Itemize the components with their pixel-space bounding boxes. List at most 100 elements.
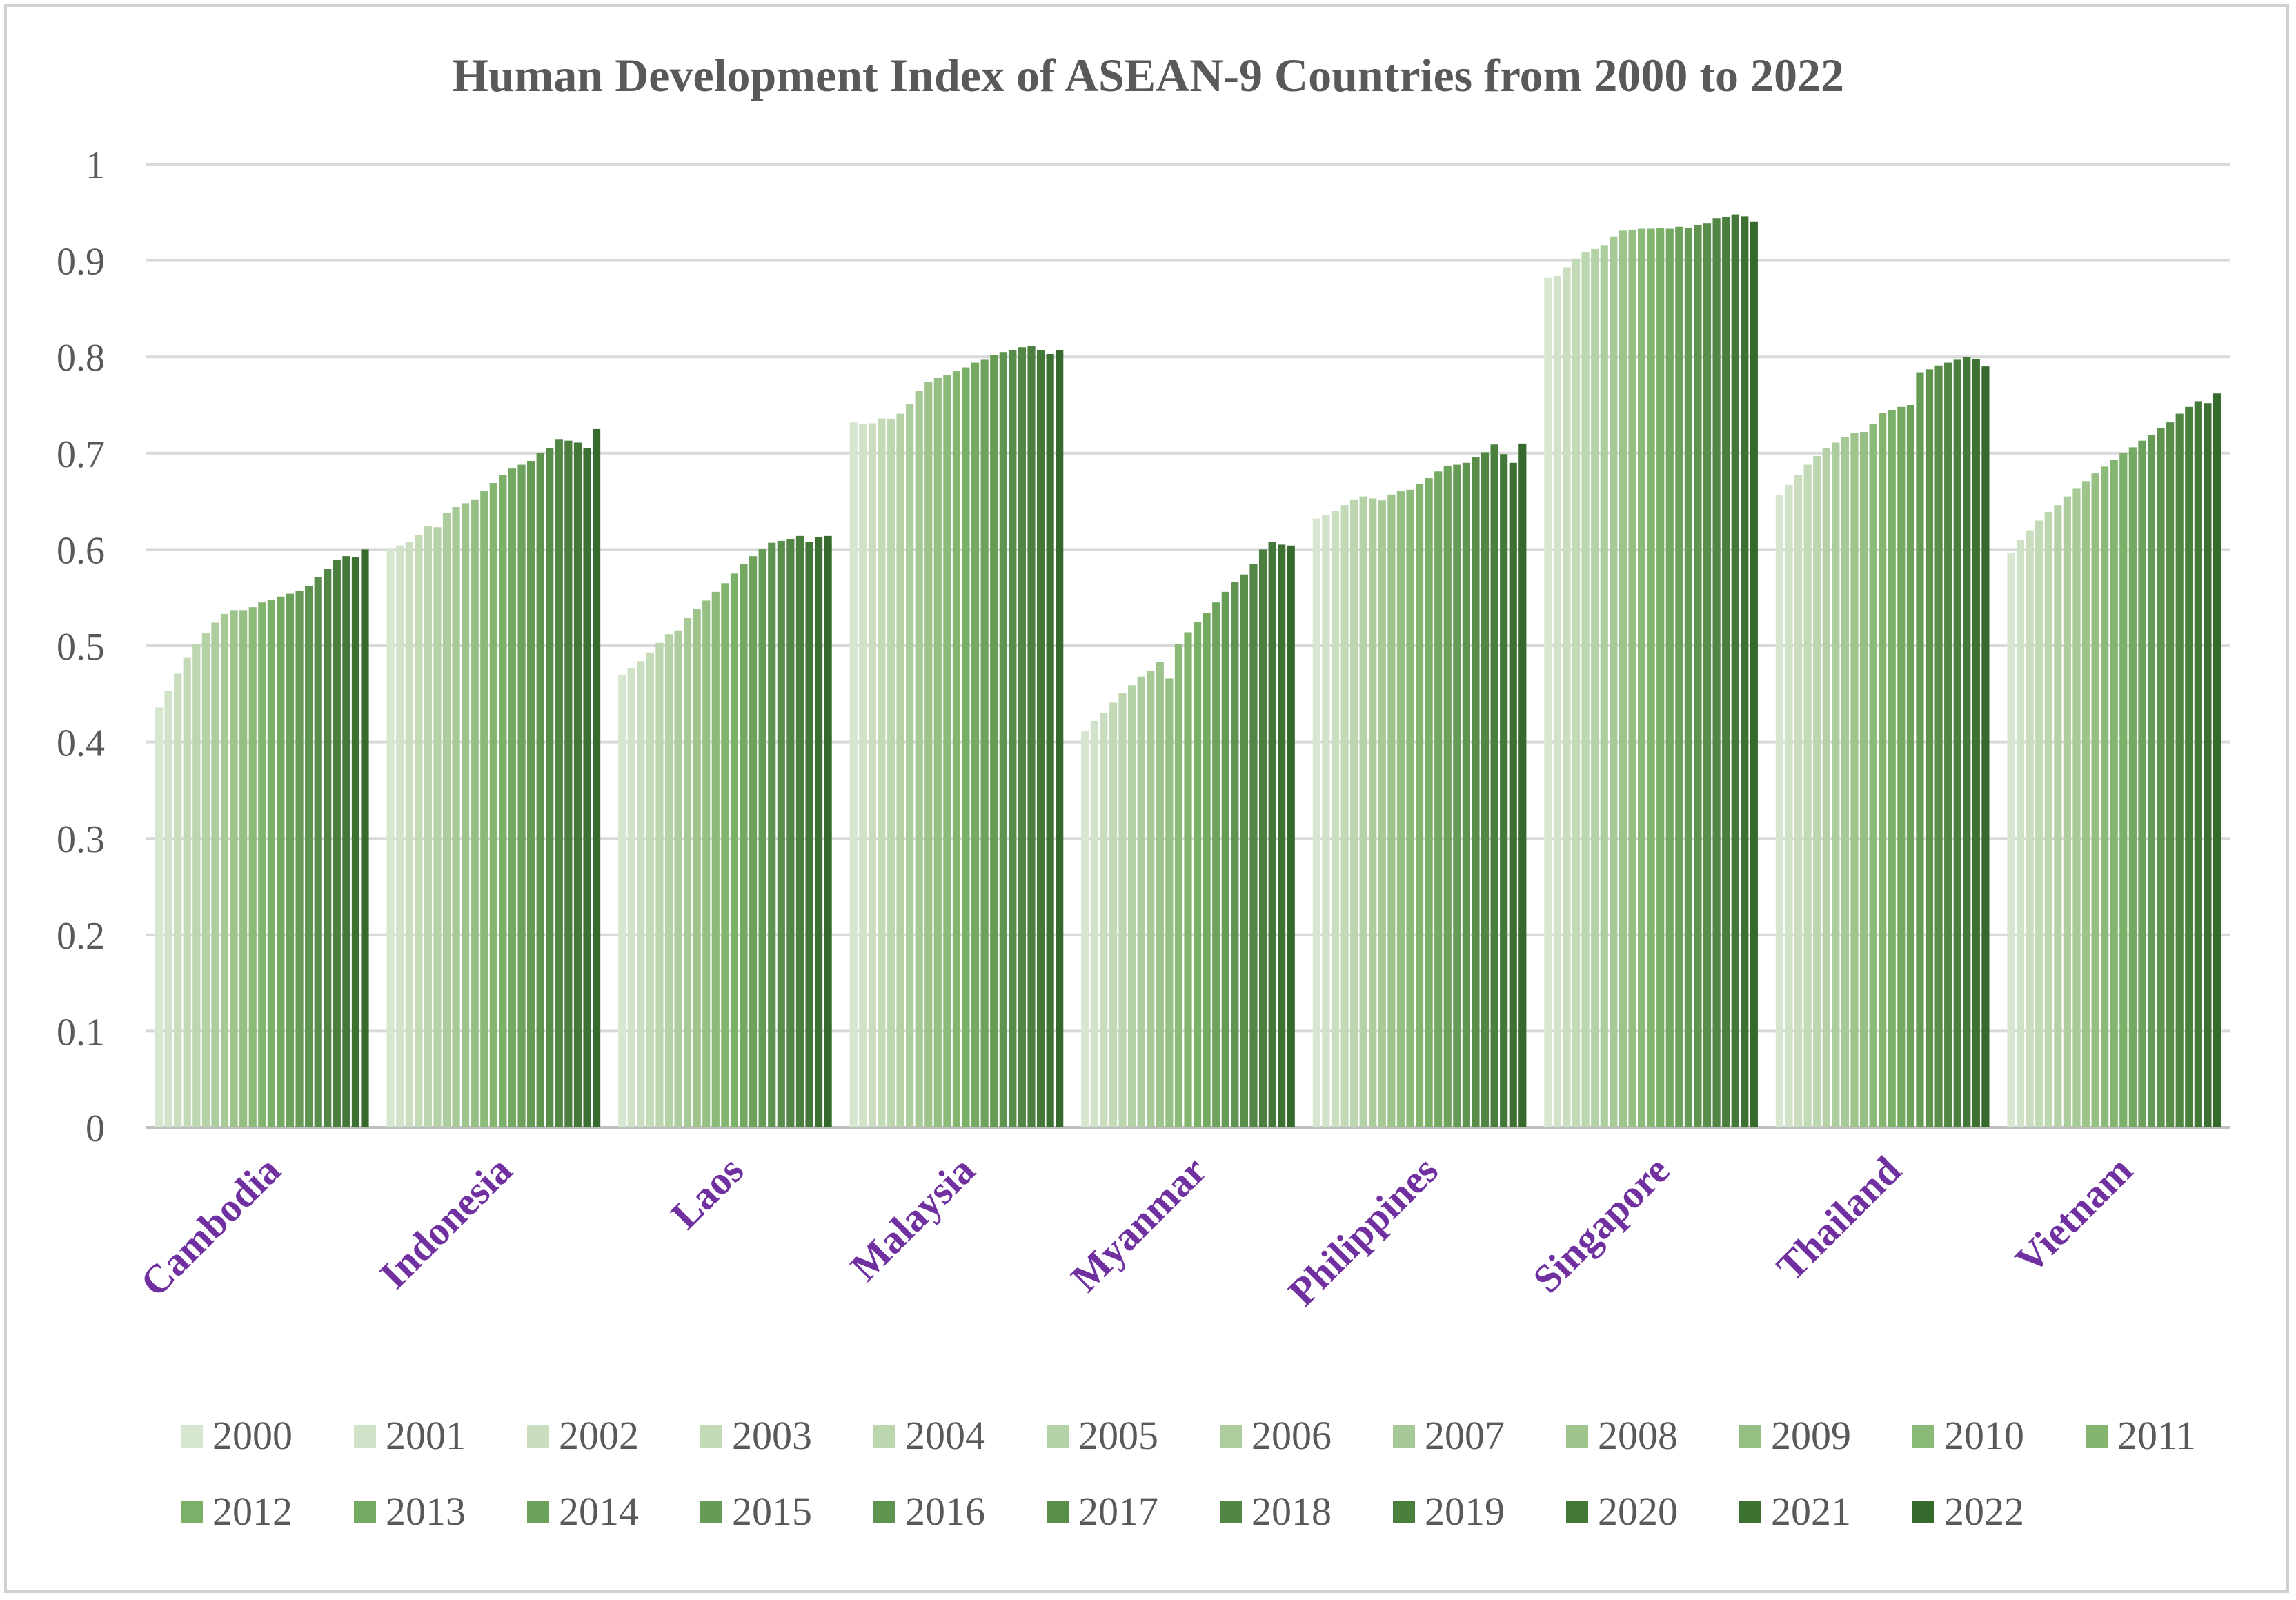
bar-philippines-2007: [1378, 500, 1386, 1127]
bar-thailand-2007: [1841, 437, 1849, 1127]
bar-cambodia-2003: [183, 657, 191, 1127]
bar-indonesia-2001: [396, 545, 404, 1127]
bar-indonesia-2018: [555, 439, 563, 1127]
bar-philippines-2001: [1322, 515, 1330, 1127]
bar-singapore-2000: [1544, 277, 1552, 1128]
bar-singapore-2009: [1628, 229, 1636, 1128]
legend-label-2003: 2003: [732, 1413, 812, 1458]
bar-myanmar-2013: [1203, 613, 1211, 1127]
bar-singapore-2015: [1684, 228, 1692, 1127]
legend-swatch-2006: [1220, 1425, 1242, 1448]
legend-label-2010: 2010: [1944, 1413, 2024, 1458]
bar-cambodia-2000: [155, 707, 164, 1127]
bar-myanmar-2002: [1100, 713, 1108, 1127]
y-tick-label: 0.1: [57, 1011, 105, 1054]
bar-laos-2003: [646, 652, 654, 1127]
bar-thailand-2011: [1879, 413, 1887, 1128]
bar-laos-2013: [740, 564, 748, 1127]
bar-cambodia-2001: [164, 691, 172, 1127]
bar-thailand-2010: [1869, 424, 1877, 1127]
bar-singapore-2019: [1722, 217, 1730, 1127]
x-tick-label-thailand: Thailand: [1768, 1147, 1910, 1290]
y-tick-label: 0.8: [57, 337, 105, 379]
bar-philippines-2022: [1518, 443, 1527, 1127]
bar-vietnam-2014: [2138, 440, 2146, 1127]
bar-singapore-2007: [1610, 236, 1618, 1128]
bar-philippines-2010: [1406, 489, 1414, 1127]
bar-laos-2020: [805, 542, 813, 1127]
bar-thailand-2006: [1832, 442, 1840, 1127]
legend-label-2013: 2013: [386, 1489, 466, 1534]
bar-malaysia-2005: [896, 413, 904, 1127]
bar-indonesia-2021: [583, 448, 591, 1127]
legend-label-2000: 2000: [212, 1413, 293, 1458]
bar-myanmar-2014: [1212, 602, 1220, 1127]
bar-myanmar-2010: [1174, 644, 1183, 1127]
bar-malaysia-2015: [990, 355, 998, 1128]
bar-laos-2019: [795, 535, 804, 1127]
legend-swatch-2007: [1393, 1425, 1415, 1448]
bar-cambodia-2020: [342, 556, 350, 1127]
bar-thailand-2015: [1916, 372, 1924, 1127]
bar-singapore-2021: [1741, 216, 1749, 1127]
bar-cambodia-2014: [286, 593, 295, 1127]
legend-swatch-2009: [1739, 1425, 1761, 1448]
bar-cambodia-2018: [324, 569, 332, 1127]
y-tick-label: 1: [86, 144, 105, 187]
bar-indonesia-2017: [546, 448, 554, 1127]
bar-cambodia-2004: [192, 644, 201, 1127]
legend-swatch-2013: [354, 1501, 376, 1523]
bar-philippines-2014: [1443, 465, 1452, 1127]
legend-swatch-2005: [1047, 1425, 1069, 1448]
legend-label-2006: 2006: [1251, 1413, 1332, 1458]
bar-singapore-2022: [1750, 221, 1758, 1127]
bar-vietnam-2004: [2044, 511, 2052, 1127]
legend-swatch-2002: [527, 1425, 549, 1448]
legend-label-2021: 2021: [1771, 1489, 1851, 1534]
legend-label-2001: 2001: [386, 1413, 466, 1458]
bar-laos-2000: [618, 674, 626, 1127]
bar-philippines-2003: [1340, 505, 1349, 1127]
bar-cambodia-2011: [258, 602, 266, 1127]
legend-swatch-2010: [1912, 1425, 1934, 1448]
bar-vietnam-2010: [2101, 466, 2109, 1127]
bar-laos-2008: [693, 609, 701, 1127]
bar-singapore-2006: [1600, 245, 1608, 1127]
bar-vietnam-2008: [2081, 481, 2090, 1127]
bar-indonesia-2016: [536, 453, 544, 1127]
bar-indonesia-2003: [415, 535, 423, 1127]
bar-thailand-2009: [1859, 432, 1868, 1127]
y-tick-label: 0.7: [57, 433, 105, 476]
y-axis-ticks: 0 0.1 0.2 0.3 0.4 0.5 0.6 0.7 0.8 0.9 1: [57, 144, 105, 1150]
bar-vietnam-2009: [2091, 473, 2099, 1127]
bar-philippines-2009: [1396, 491, 1405, 1127]
bar-philippines-2020: [1500, 454, 1508, 1127]
bar-indonesia-2019: [564, 440, 573, 1127]
bar-malaysia-2021: [1046, 354, 1054, 1127]
bar-philippines-2004: [1349, 499, 1358, 1127]
legend-label-2007: 2007: [1425, 1413, 1505, 1458]
chart-frame: [4, 4, 2289, 1593]
bar-indonesia-2010: [480, 491, 488, 1127]
bar-vietnam-2022: [2213, 393, 2221, 1127]
bar-thailand-2003: [1803, 464, 1812, 1127]
bar-vietnam-2003: [2035, 520, 2043, 1127]
bar-malaysia-2009: [933, 377, 942, 1128]
bar-philippines-2017: [1472, 457, 1480, 1127]
bar-malaysia-2007: [915, 391, 923, 1127]
bar-indonesia-2015: [527, 460, 535, 1127]
legend-swatch-2018: [1220, 1501, 1242, 1523]
bar-indonesia-2009: [471, 499, 479, 1127]
legend-swatch-2011: [2086, 1425, 2108, 1448]
x-tick-label-laos: Laos: [662, 1147, 752, 1237]
bar-cambodia-2007: [220, 613, 229, 1127]
bar-malaysia-2020: [1036, 350, 1045, 1128]
bar-thailand-2013: [1897, 406, 1906, 1127]
bar-vietnam-2021: [2204, 403, 2212, 1128]
x-tick-label-philippines: Philippines: [1280, 1147, 1447, 1314]
bar-vietnam-2001: [2016, 540, 2025, 1127]
legend-swatch-2001: [354, 1425, 376, 1448]
bar-thailand-2001: [1785, 484, 1793, 1127]
bar-vietnam-2012: [2119, 453, 2128, 1127]
